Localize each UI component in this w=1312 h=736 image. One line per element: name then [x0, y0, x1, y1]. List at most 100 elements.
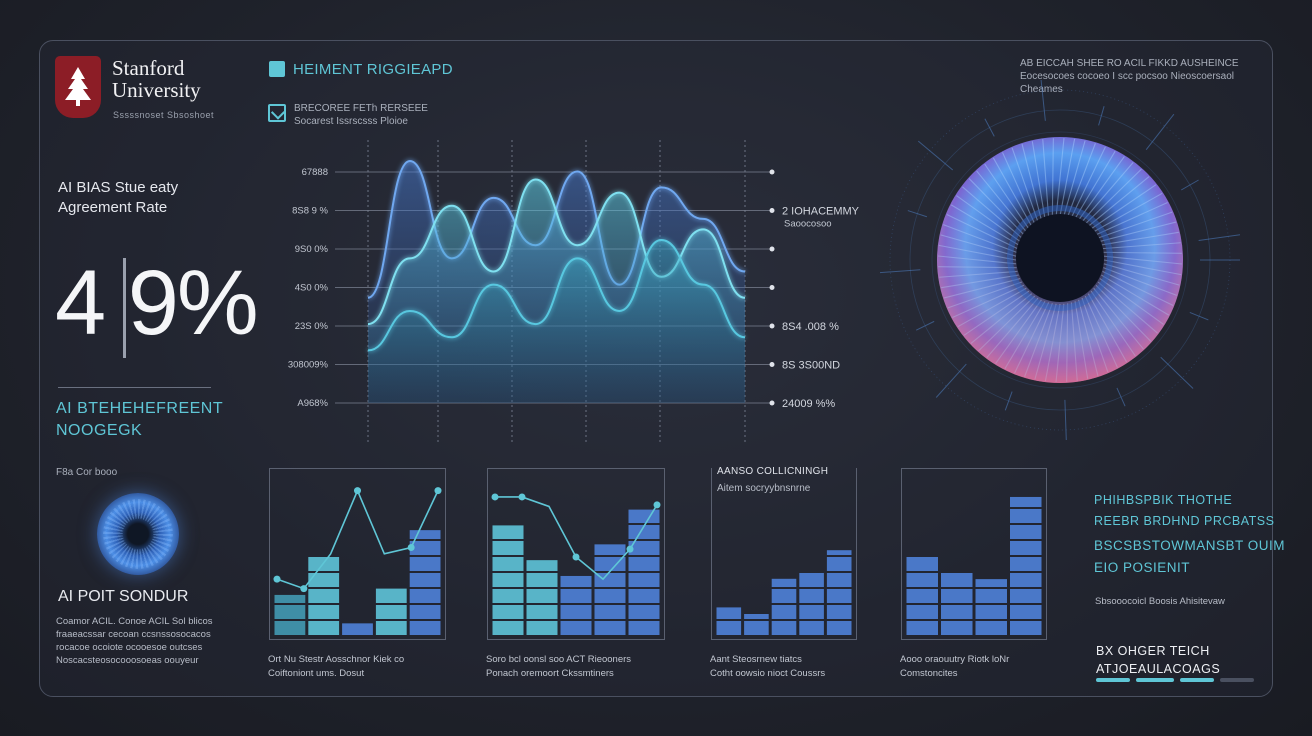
mini-bar-segment: [941, 605, 973, 619]
mini-chart: [491, 493, 661, 635]
header-subtitle: BRECOREE FETh RERSEEE Socarest Issrscsss…: [294, 102, 428, 128]
orbit-tick: [880, 269, 921, 274]
mini-bar-segment: [594, 605, 626, 619]
mini-bar-segment: [409, 605, 441, 619]
mini-bar-segment: [1010, 589, 1042, 603]
mini-bar-segment: [826, 550, 852, 555]
mini-bar-segment: [492, 557, 524, 571]
right-footer-line1: BX OHGER TEICH: [1096, 644, 1210, 658]
left-para-line: rocacoe ocoiote ocooesoe outcses: [56, 642, 203, 653]
mini-bar-segment: [799, 573, 824, 587]
metric-label-line1: AI BIAS Stue eaty: [58, 179, 179, 196]
mini-bar-segment: [744, 614, 769, 619]
mini-bar-segment: [771, 589, 797, 603]
mini-bar-segment: [409, 573, 441, 587]
mini-bar-segment: [274, 621, 306, 635]
left-paragraph: Coamor ACIL. Conoe ACIL Sol blicos fraae…: [56, 615, 246, 667]
orbit-tick: [915, 320, 935, 331]
mini-bar-segment: [1010, 573, 1042, 587]
mini-bar-segment: [826, 621, 852, 635]
mini-bar-segment: [1010, 605, 1042, 619]
series-area: [368, 239, 745, 403]
torus-hole: [1016, 214, 1104, 302]
mini-bar-segment: [526, 560, 558, 571]
mini-bar-segment: [628, 589, 660, 603]
mini-bar-segment: [375, 605, 407, 619]
y-tick-label: 8S8 9 %: [292, 206, 328, 217]
grid-end-dot: [769, 400, 775, 406]
metric-label-line2: Agreement Rate: [58, 199, 168, 216]
mini-trend-point: [407, 544, 415, 552]
mini-trend-point: [653, 501, 661, 509]
torus-inner-glow: [1007, 205, 1113, 311]
right-progress-segments: [1096, 678, 1254, 682]
mini-chart: [273, 487, 442, 635]
mini-bar-segment: [560, 605, 592, 619]
mini-bar-segment: [975, 579, 1007, 587]
mini-trend-point: [300, 585, 308, 593]
mini-bar-segment: [560, 589, 592, 603]
mini-bar-segment: [906, 605, 938, 619]
logo-subtitle: Sssssnoset Sbsoshoet: [113, 110, 215, 120]
mini-bar-segment: [492, 525, 524, 539]
mini-trend-point: [354, 487, 361, 495]
chart-toggle-icon[interactable]: [268, 104, 286, 122]
mini-chart-title: AANSO COLLICNINGH: [717, 466, 829, 477]
mini-bar-segment: [594, 557, 626, 571]
orbit-tick: [984, 118, 995, 137]
logo-title: Stanford University: [112, 57, 242, 101]
mini-chart: [716, 550, 852, 635]
mini-bar-segment: [941, 589, 973, 603]
mini-bar-segment: [628, 573, 660, 587]
mini-chart-frame: [269, 468, 446, 640]
left-para-line: fraaeacssar cecoan ccsnssosocacos: [56, 629, 211, 640]
right-sub-label: Saoocosoo: [784, 219, 832, 230]
mini-bar-segment: [906, 557, 938, 571]
mini-bar-segment: [308, 573, 340, 587]
orbit-tick: [1145, 113, 1175, 150]
mini-bar-segment: [375, 588, 407, 603]
mini-bar-segment: [492, 605, 524, 619]
mini-bar-segment: [409, 621, 441, 635]
progress-segment: [1136, 678, 1174, 682]
grid-end-dot: [769, 208, 775, 213]
mini-bar-segment: [308, 589, 340, 603]
left-para-line: Coamor ACIL. Conoe ACIL Sol blicos: [56, 616, 213, 627]
header-sub-line1: BRECOREE FETh RERSEEE: [294, 103, 428, 114]
series-line: [367, 238, 746, 352]
mini-bar-segment: [716, 607, 742, 619]
mini-bar-segment: [771, 578, 797, 587]
mini-bar-segment: [409, 557, 441, 571]
mini-bar-segment: [342, 623, 373, 635]
top-right-line2: Eocesocoes cocoeo I scc pocsoo Nieoscoer…: [1020, 71, 1235, 95]
orbit-tick: [1160, 356, 1194, 389]
mini-bar-segment: [716, 621, 742, 635]
right-footer-text: BX OHGER TEICH ATJOEAULACOAGS: [1096, 642, 1220, 678]
cyan-label-line2: NOOGEGK: [56, 422, 143, 439]
mini-bar-segment: [975, 621, 1007, 635]
right-cyan-line: EIO POSIENIT: [1094, 560, 1191, 575]
mini-bar-segment: [560, 575, 592, 587]
mini-bar-segment: [906, 573, 938, 587]
main-wave-chart: 67888 8S8 9 % 2 IOHACEMMY 9S0 0% 4S0 0% 23S 0…: [288, 140, 860, 445]
y-tick-label: 308009%: [288, 360, 329, 371]
right-cyan-line: PHIHBSPBIK THOTHE: [1094, 493, 1233, 507]
orbit-ring: [931, 131, 1189, 389]
grid-end-dot: [769, 169, 775, 175]
header-title: HEIMENT RIGGIEAPD: [293, 61, 453, 78]
mini-bar-segment: [526, 605, 558, 619]
mini-bar-segment: [628, 509, 660, 523]
mini-bar-segment: [628, 557, 660, 571]
orbit-tick: [1040, 80, 1046, 121]
mini-bar-segment: [826, 605, 852, 619]
mini-bar-segment: [941, 573, 973, 587]
logo-title-line2: University: [112, 78, 201, 102]
orbit-tick: [1004, 391, 1013, 411]
caption-line: Ort Nu Stestr Aosschnor Kiek co: [268, 654, 405, 665]
big-stat: 4 9%: [55, 252, 259, 354]
progress-segment: [1220, 678, 1254, 682]
orbit-tick: [1198, 234, 1240, 242]
right-value-label: 24009 %%: [782, 398, 835, 410]
mini-bar-segment: [628, 525, 660, 539]
mini-chart-caption: Soro bcl oonsl soo ACT Rieooners Ponach o…: [486, 653, 674, 681]
